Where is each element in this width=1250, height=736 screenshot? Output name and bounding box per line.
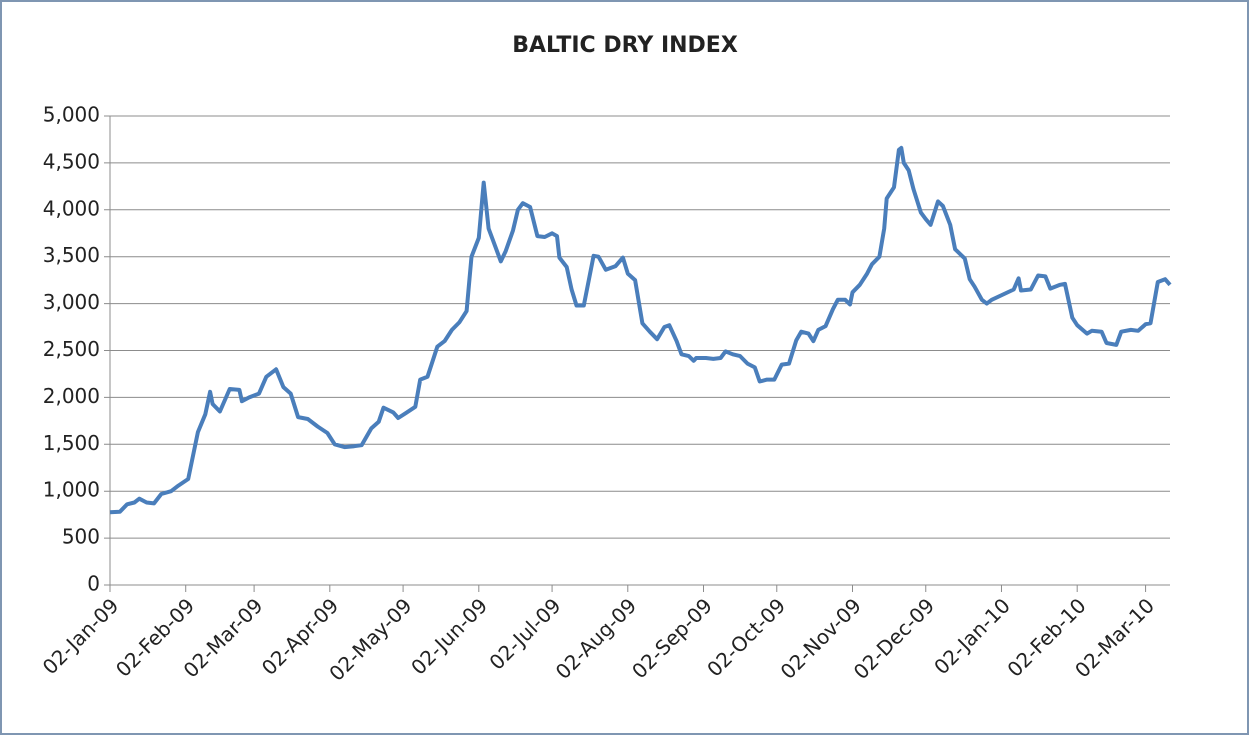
y-tick-label: 1,500 [43,431,100,455]
chart-title: BALTIC DRY INDEX [512,33,738,58]
y-tick-label: 5,000 [43,103,100,127]
y-tick-label: 2,000 [43,384,100,408]
y-tick-label: 1,000 [43,478,100,502]
y-tick-label: 2,500 [43,337,100,361]
y-tick-label: 3,000 [43,290,100,314]
y-tick-label: 4,500 [43,149,100,173]
data-line [109,145,1172,515]
y-tick-label: 4,000 [43,196,100,220]
y-tick-label: 3,500 [43,243,100,267]
y-tick-label: 0 [87,572,100,596]
y-tick-label: 500 [62,525,100,549]
